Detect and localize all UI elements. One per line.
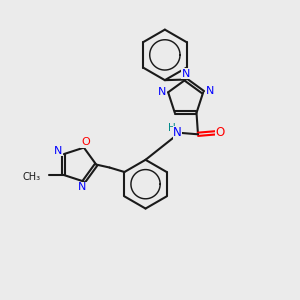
Text: N: N [206,86,214,96]
Text: N: N [173,126,182,139]
Text: O: O [216,126,225,139]
Text: N: N [78,182,87,193]
Text: O: O [81,137,90,147]
Text: H: H [168,123,176,133]
Text: N: N [158,87,166,97]
Text: CH₃: CH₃ [22,172,41,182]
Text: N: N [54,146,62,155]
Text: N: N [182,69,190,79]
